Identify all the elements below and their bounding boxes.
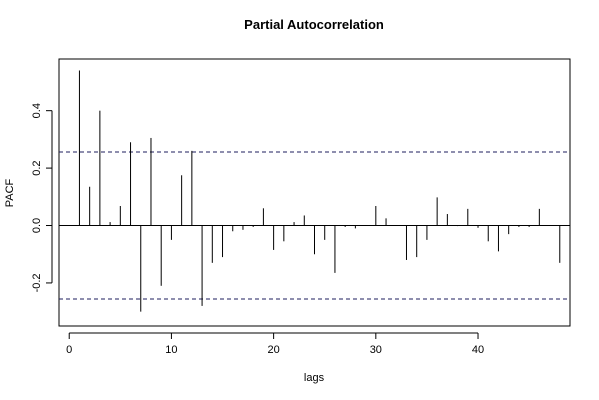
x-tick-label: 10 — [165, 344, 177, 356]
plot-frame — [58, 58, 571, 327]
y-tick-label: 0.2 — [31, 160, 43, 175]
y-axis-label: PACF — [4, 178, 16, 207]
y-tick-label: -0.2 — [31, 273, 43, 292]
chart-title: Partial Autocorrelation — [244, 17, 384, 32]
x-tick-label: 30 — [370, 344, 382, 356]
y-tick-label: 0.4 — [31, 103, 43, 118]
x-axis: 0 10 20 30 40 — [66, 332, 484, 356]
x-axis-label: lags — [304, 372, 325, 384]
y-tick-label: 0.0 — [31, 218, 43, 233]
x-tick-label: 40 — [472, 344, 484, 356]
x-tick-label: 20 — [267, 344, 279, 356]
pacf-bars — [78, 70, 561, 312]
x-tick-label: 0 — [66, 344, 72, 356]
y-axis: -0.2 0.0 0.2 0.4 — [31, 103, 53, 292]
